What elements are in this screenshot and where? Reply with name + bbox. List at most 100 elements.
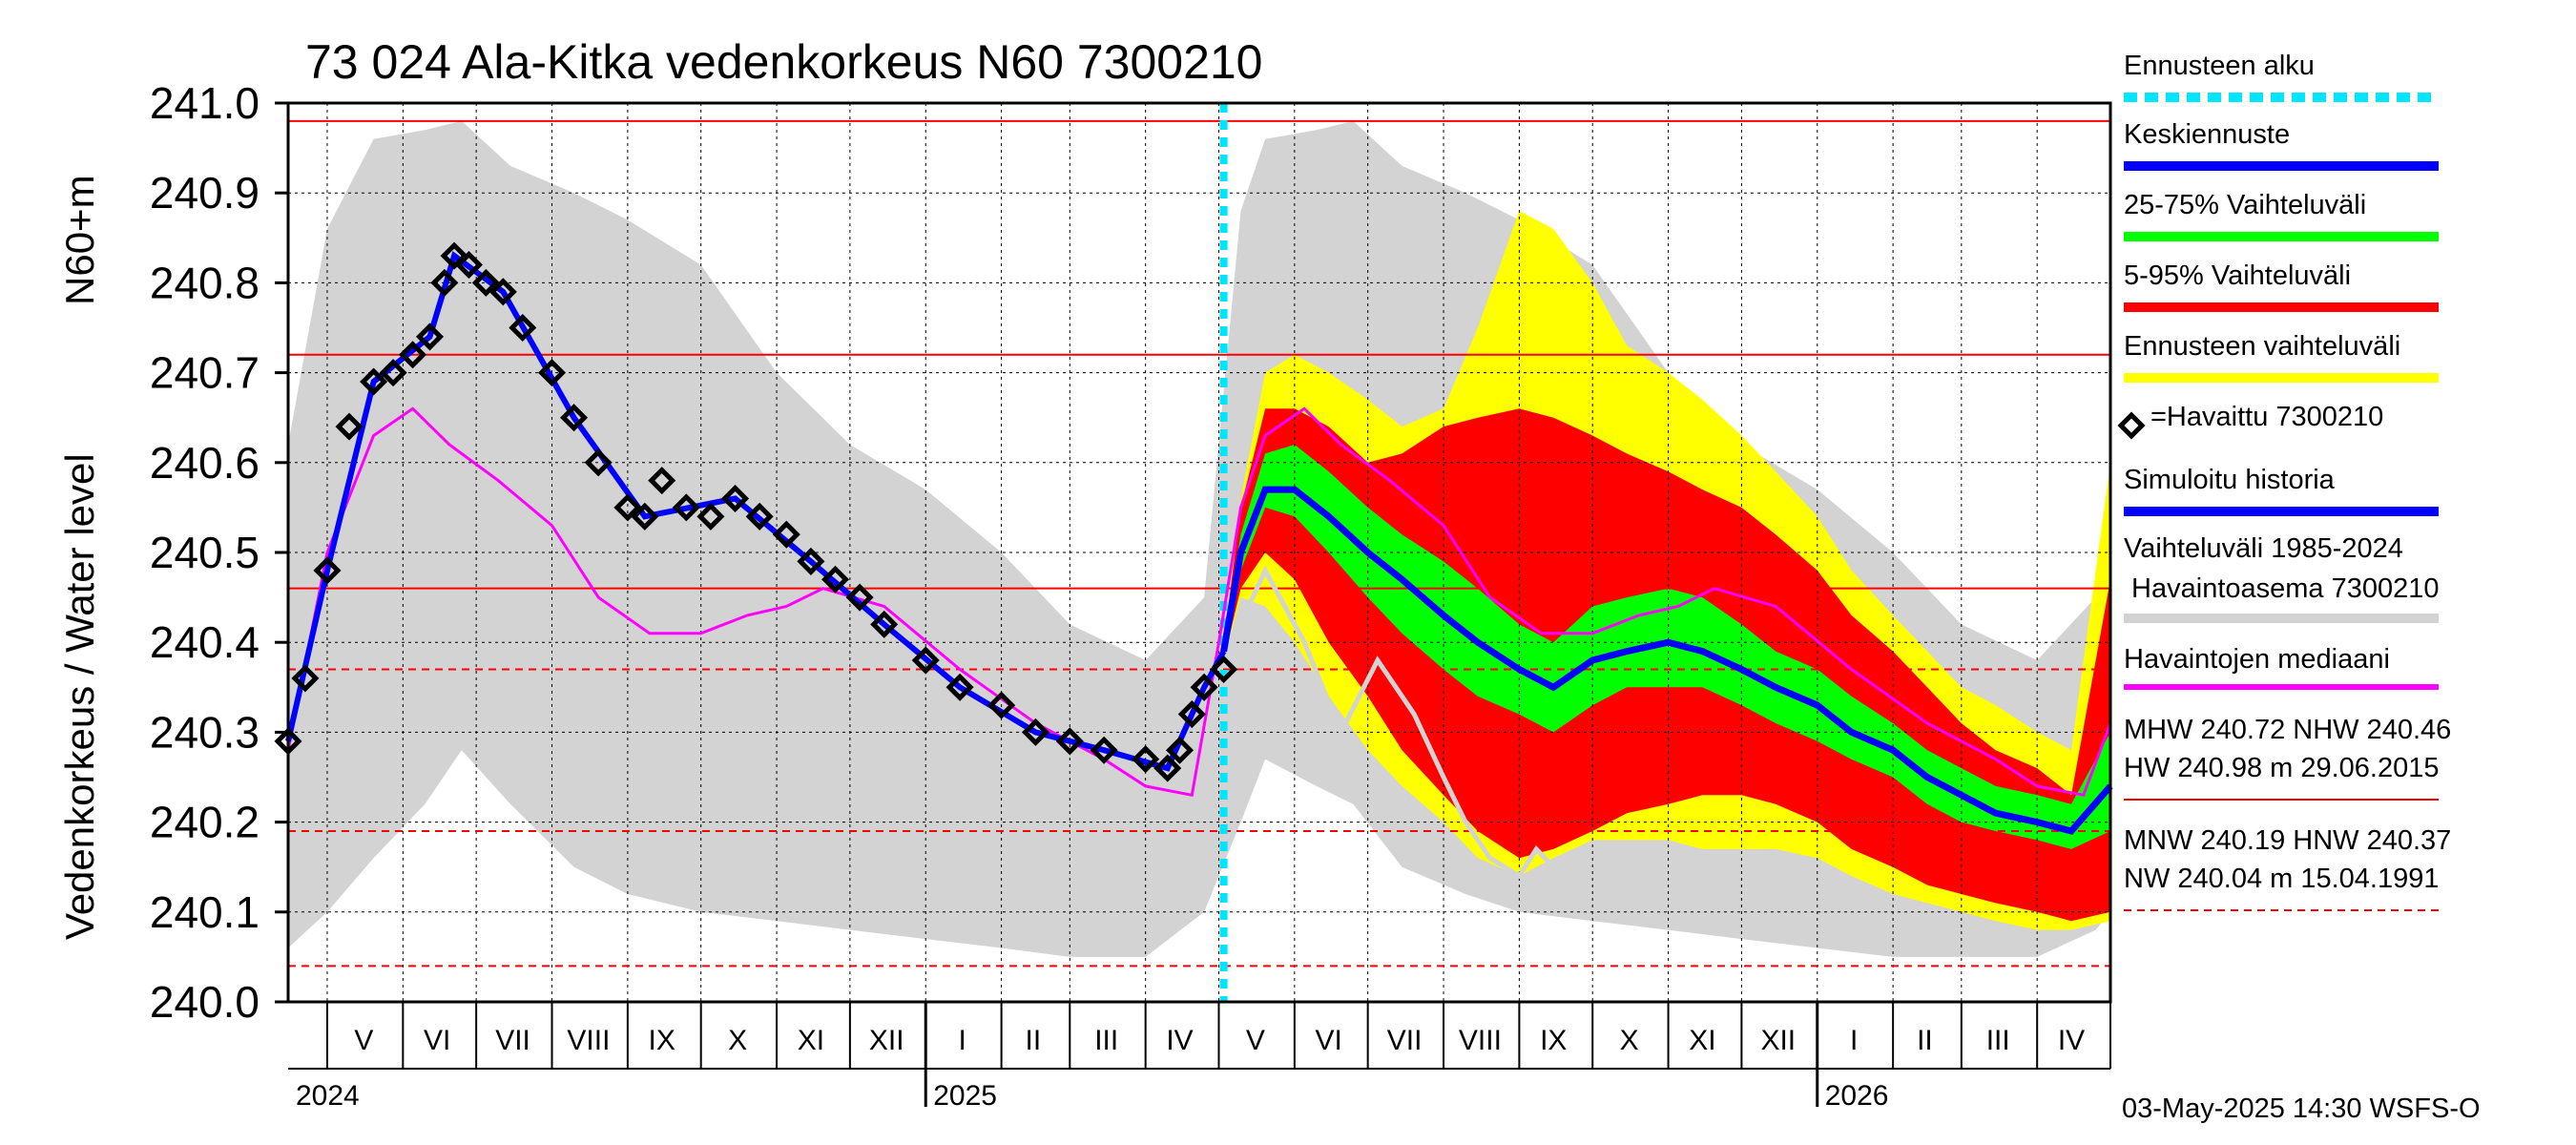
observed-point [1055, 727, 1084, 756]
observed-point [696, 502, 725, 531]
median-line [286, 406, 2112, 798]
legend-forecast-range: Ennusteen vaihteluväli [2124, 331, 2401, 362]
observed-point [772, 520, 800, 549]
observed-point [440, 241, 468, 270]
legend-range-5-95: 5-95% Vaihteluväli [2124, 260, 2352, 291]
observed-point [1153, 754, 1182, 782]
y-tick-label: 241.0 [150, 78, 260, 128]
y-tick-label: 240.0 [150, 977, 260, 1027]
observed-point [560, 404, 589, 432]
year-label: 2024 [296, 1080, 360, 1112]
month-label: V [354, 1025, 373, 1056]
stats-line-1: MHW 240.72 NHW 240.46 [2124, 715, 2452, 745]
legend-observed: =Havaittu 7300210 [2150, 402, 2384, 432]
observed-point [721, 484, 750, 513]
observed-point [797, 547, 825, 575]
simulated-low-line [1221, 565, 1556, 880]
month-label: I [958, 1025, 966, 1056]
observed-point [1165, 736, 1195, 764]
stats-line-3: MNW 240.19 HNW 240.37 [2124, 825, 2452, 856]
observed-point [845, 583, 874, 612]
month-label: V [1246, 1025, 1265, 1056]
month-label: IV [2058, 1025, 2085, 1056]
month-label: VI [424, 1025, 450, 1056]
month-label: X [728, 1025, 747, 1056]
observed-point [1210, 655, 1238, 683]
observed-point [509, 313, 537, 343]
y-tick-label: 240.5 [150, 528, 260, 577]
footer-timestamp: 03-May-2025 14:30 WSFS-O [2122, 1093, 2481, 1124]
observed-point [745, 502, 774, 531]
month-label: VII [495, 1025, 530, 1056]
month-label: III [1986, 1025, 2010, 1056]
y-tick-label: 240.7 [150, 348, 260, 398]
sim-history-line [285, 251, 1227, 772]
observed-point [821, 565, 850, 593]
year-label: 2026 [1825, 1080, 1889, 1112]
observed-point [987, 691, 1016, 719]
month-label: VI [1316, 1025, 1342, 1056]
month-label: X [1620, 1025, 1639, 1056]
stats-line-2: HW 240.98 m 29.06.2015 [2124, 753, 2440, 783]
legend-median: Havaintojen mediaani [2124, 644, 2390, 675]
observed-point [488, 278, 517, 306]
legend-history-range-2: Havaintoasema 7300210 [2124, 573, 2440, 604]
observed-point [613, 493, 642, 522]
observed-point [360, 367, 388, 396]
series-lines [285, 251, 2113, 880]
observed-point [1132, 745, 1160, 774]
observed-point [1021, 718, 1049, 746]
month-label: XII [869, 1025, 904, 1056]
observed-point [1177, 700, 1206, 729]
month-label: XII [1760, 1025, 1796, 1056]
observed-point [471, 268, 500, 297]
month-label: IX [649, 1025, 675, 1056]
observed-point [1090, 736, 1118, 764]
legend-forecast-start: Ennusteen alku [2124, 51, 2315, 81]
legend-swatch-observed [2117, 411, 2146, 440]
observed-point [584, 448, 613, 477]
observed-point [454, 251, 483, 280]
legend-range-25-75: 25-75% Vaihteluväli [2124, 190, 2367, 220]
observed-point [945, 673, 974, 701]
y-tick-label: 240.4 [150, 617, 260, 667]
y-axis-label-unit: N60+m [57, 175, 102, 305]
y-axis-label: Vedenkorkeus / Water level [57, 453, 102, 940]
month-label: IX [1540, 1025, 1567, 1056]
month-label: IV [1166, 1025, 1193, 1056]
month-label: VIII [1459, 1025, 1502, 1056]
observed-point [291, 664, 320, 693]
y-tick-label: 240.3 [150, 707, 260, 757]
observed-point [399, 341, 427, 369]
y-tick-label: 240.2 [150, 798, 260, 847]
observed-point [415, 323, 445, 351]
observed-point [911, 646, 940, 675]
y-tick-label: 240.6 [150, 438, 260, 488]
axes-layer: 240.0 240.1 240.2 240.3 240.4 240.5 240.6 240.7… [150, 78, 2112, 1112]
mean-forecast-line [1220, 486, 2113, 835]
observed-point [430, 268, 459, 297]
month-label: II [1917, 1025, 1933, 1056]
month-label: VII [1387, 1025, 1423, 1056]
observed-point [870, 610, 899, 638]
legend-mean-forecast: Keskiennuste [2124, 119, 2291, 150]
stats-line-4: NW 240.04 m 15.04.1991 [2124, 864, 2440, 894]
y-tick-label: 240.1 [150, 887, 260, 937]
year-label: 2025 [933, 1080, 997, 1112]
observed-point [335, 412, 364, 441]
month-label: VIII [567, 1025, 610, 1056]
month-label: XI [798, 1025, 824, 1056]
chart-title: 73 024 Ala-Kitka vedenkorkeus N60 730021… [305, 35, 1263, 89]
month-label: XI [1689, 1025, 1715, 1056]
observed-point [313, 556, 342, 585]
observed-point [379, 359, 407, 387]
observed-point [631, 502, 659, 531]
observed-point [537, 359, 567, 387]
observed-point [1190, 673, 1218, 701]
month-label: I [1850, 1025, 1858, 1056]
legend-swatches [2117, 93, 2439, 911]
month-label: II [1026, 1025, 1042, 1056]
y-tick-label: 240.9 [150, 168, 260, 218]
month-label: III [1094, 1025, 1118, 1056]
